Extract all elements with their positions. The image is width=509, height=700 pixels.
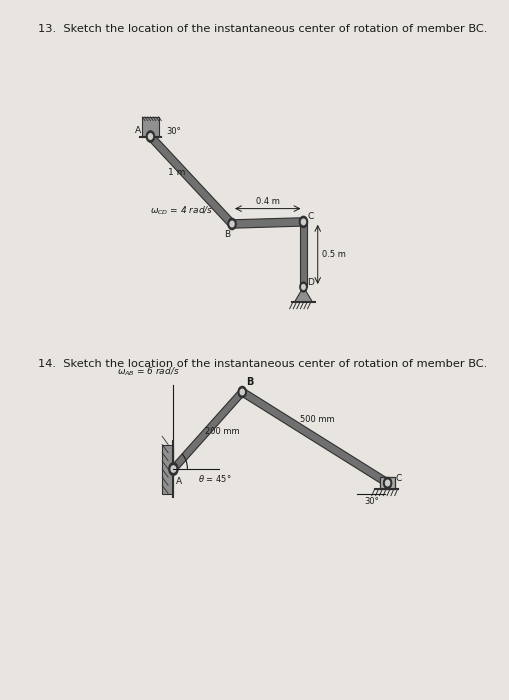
- Bar: [379, 477, 394, 489]
- Text: $\theta$ = 45°: $\theta$ = 45°: [197, 473, 231, 484]
- Text: B: B: [245, 377, 252, 387]
- Polygon shape: [232, 218, 303, 228]
- Polygon shape: [171, 389, 244, 473]
- Text: 200 mm: 200 mm: [205, 427, 239, 436]
- Circle shape: [299, 282, 306, 292]
- Circle shape: [383, 477, 391, 489]
- Circle shape: [299, 216, 307, 228]
- Polygon shape: [241, 389, 388, 486]
- Text: 30°: 30°: [166, 127, 181, 136]
- Circle shape: [301, 284, 304, 290]
- Polygon shape: [300, 222, 306, 287]
- Circle shape: [385, 480, 389, 486]
- Bar: [142, 117, 158, 136]
- Circle shape: [168, 463, 178, 475]
- Text: 13.  Sketch the location of the instantaneous center of rotation of member BC.: 13. Sketch the location of the instantan…: [38, 25, 487, 34]
- Text: D: D: [307, 278, 314, 287]
- Circle shape: [301, 219, 305, 225]
- Text: 0.4 m: 0.4 m: [256, 197, 279, 206]
- Text: 14.  Sketch the location of the instantaneous center of rotation of member BC.: 14. Sketch the location of the instantan…: [38, 359, 487, 369]
- Text: A: A: [175, 477, 181, 486]
- Circle shape: [228, 218, 236, 230]
- Text: A: A: [135, 126, 141, 135]
- Text: 0.5 m: 0.5 m: [321, 250, 345, 259]
- Circle shape: [146, 131, 154, 142]
- Circle shape: [240, 389, 244, 395]
- Circle shape: [238, 386, 246, 398]
- Text: 30°: 30°: [364, 497, 379, 506]
- Text: B: B: [224, 230, 230, 239]
- Bar: [162, 444, 173, 493]
- Polygon shape: [148, 133, 234, 228]
- Text: 500 mm: 500 mm: [300, 415, 334, 424]
- Polygon shape: [294, 287, 312, 302]
- Text: C: C: [395, 474, 401, 483]
- Text: 1 m: 1 m: [168, 167, 185, 176]
- Circle shape: [148, 134, 152, 139]
- Text: $\omega_{AB}$ = 6 rad/s: $\omega_{AB}$ = 6 rad/s: [117, 365, 180, 378]
- Circle shape: [171, 466, 176, 472]
- Text: $\omega_{CD}$ = 4 rad/s: $\omega_{CD}$ = 4 rad/s: [150, 204, 213, 217]
- Circle shape: [230, 221, 234, 227]
- Text: C: C: [307, 212, 313, 221]
